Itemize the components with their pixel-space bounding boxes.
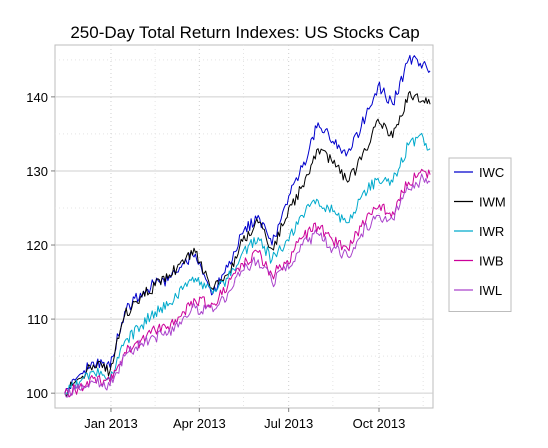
series-line-iwr	[64, 132, 431, 394]
x-tick-label: Jan 2013	[84, 416, 138, 431]
y-axis: 100 110 120 130 140	[26, 90, 55, 401]
grid	[55, 45, 433, 408]
series-line-iwl	[64, 173, 431, 398]
x-tick-label: Oct 2013	[353, 416, 406, 431]
x-tick-label: Jul 2013	[264, 416, 313, 431]
chart-title: 250-Day Total Return Indexes: US Stocks …	[70, 23, 419, 42]
legend: IWC IWM IWR IWB IWL	[448, 157, 512, 312]
legend-label-iwc: IWC	[479, 165, 504, 180]
legend-label-iwm: IWM	[479, 195, 506, 210]
y-tick-label: 130	[26, 164, 48, 179]
y-tick-label: 110	[27, 312, 48, 327]
series-line-iwm	[64, 90, 431, 398]
x-tick-label: Apr 2013	[173, 416, 226, 431]
legend-label-iwb: IWB	[479, 254, 504, 269]
y-tick-label: 100	[26, 386, 48, 401]
y-tick-label: 120	[26, 238, 48, 253]
series-lines	[64, 54, 431, 398]
y-tick-label: 140	[26, 90, 48, 105]
series-line-iwb	[64, 168, 431, 398]
x-axis: Jan 2013 Apr 2013 Jul 2013 Oct 2013	[84, 408, 405, 431]
legend-box	[448, 157, 512, 312]
legend-label-iwl: IWL	[479, 283, 502, 298]
series-line-iwc	[64, 54, 431, 394]
legend-label-iwr: IWR	[479, 224, 504, 239]
